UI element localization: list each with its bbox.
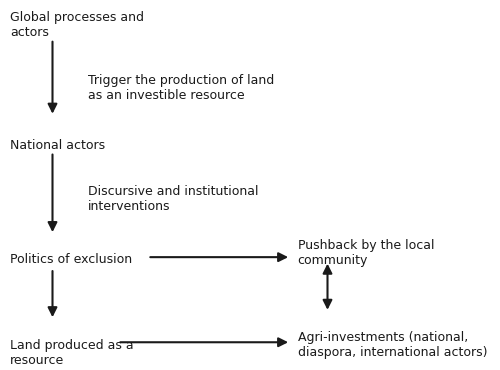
Text: Discursive and institutional
interventions: Discursive and institutional interventio… [88,185,258,213]
Text: Trigger the production of land
as an investible resource: Trigger the production of land as an inv… [88,74,274,102]
Text: Land produced as a
resource: Land produced as a resource [10,339,134,367]
Text: Politics of exclusion: Politics of exclusion [10,253,132,266]
Text: National actors: National actors [10,139,105,152]
Text: Agri-investments (national,
diaspora, international actors): Agri-investments (national, diaspora, in… [298,331,487,359]
Text: Global processes and
actors: Global processes and actors [10,11,144,39]
Text: Pushback by the local
community: Pushback by the local community [298,239,434,267]
